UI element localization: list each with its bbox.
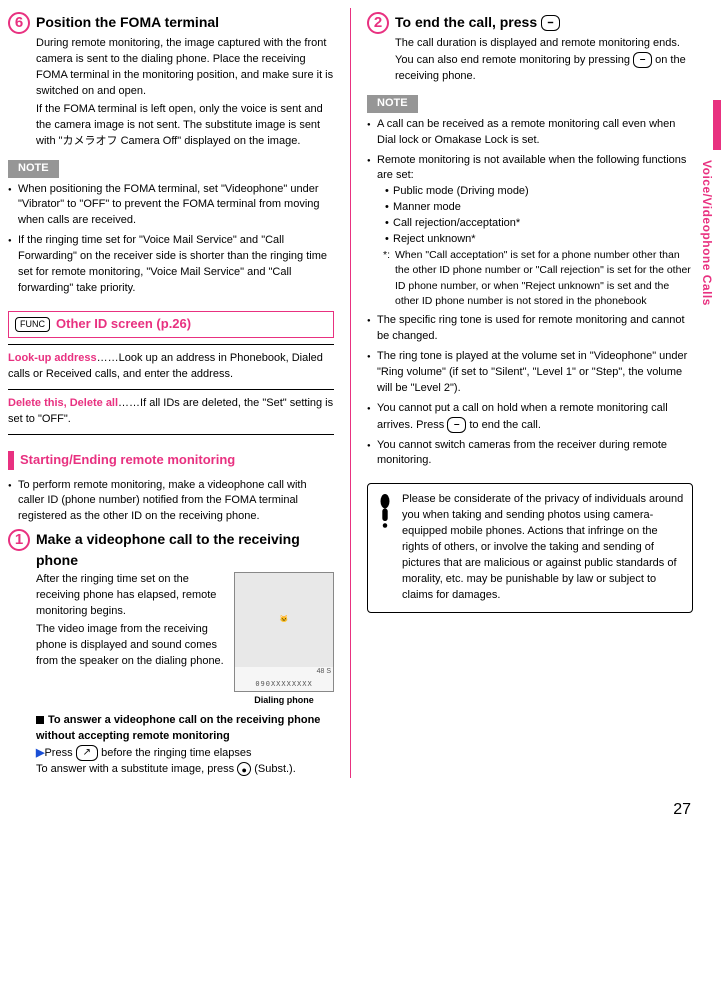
note-list-right: A call can be received as a remote monit… bbox=[367, 117, 693, 470]
rn5: You cannot put a call on hold when a rem… bbox=[367, 401, 693, 434]
end-key: ⎯ bbox=[541, 15, 560, 31]
note-left-1: When positioning the FOMA terminal, set … bbox=[8, 182, 334, 230]
delete-term: Delete this, Delete all bbox=[8, 397, 118, 409]
lookup-row: Look-up address……Look up an address in P… bbox=[8, 351, 334, 383]
note-list-left: When positioning the FOMA terminal, set … bbox=[8, 182, 334, 298]
phone-label: Dialing phone bbox=[234, 694, 334, 707]
lookup-term: Look-up address bbox=[8, 352, 97, 364]
step-1-num: 1 bbox=[8, 529, 30, 551]
step-2: 2 To end the call, press ⎯ bbox=[367, 12, 693, 34]
subst-b: (Subst.). bbox=[251, 763, 296, 775]
step-2-body: The call duration is displayed and remot… bbox=[367, 36, 693, 85]
step-6-num: 6 bbox=[8, 12, 30, 34]
section-bar: Starting/Ending remote monitoring bbox=[8, 451, 334, 470]
column-divider bbox=[350, 8, 351, 778]
step-6-title: Position the FOMA terminal bbox=[36, 12, 219, 32]
step-6-p2: If the FOMA terminal is left open, only … bbox=[36, 102, 334, 150]
note-label-right: NOTE bbox=[367, 95, 418, 113]
step-6-p1: During remote monitoring, the image capt… bbox=[36, 36, 334, 100]
phone-number: 090XXXXXXXX bbox=[235, 677, 333, 691]
phone-figure: 🐱 48 S 090XXXXXXXX Dialing phone bbox=[234, 572, 334, 707]
func-box: FUNC Other ID screen (p.26) bbox=[8, 311, 334, 338]
end-key-2: ⎯ bbox=[633, 52, 652, 68]
side-tab bbox=[713, 100, 721, 150]
intro-bullet: To perform remote monitoring, make a vid… bbox=[8, 478, 334, 526]
note-left-2: If the ringing time set for "Voice Mail … bbox=[8, 233, 334, 297]
rn2-text: Remote monitoring is not available when … bbox=[377, 154, 686, 182]
divider-3 bbox=[8, 434, 334, 435]
press-line: ▶Press ↗ before the ringing time elapses bbox=[36, 745, 334, 762]
subst-a: To answer with a substitute image, press bbox=[36, 763, 237, 775]
rn4: The ring tone is played at the volume se… bbox=[367, 349, 693, 397]
subst-key: ● bbox=[237, 762, 251, 776]
sub-block: To answer a videophone call on the recei… bbox=[36, 713, 334, 745]
rn2: Remote monitoring is not available when … bbox=[367, 153, 693, 310]
step-1-body: 🐱 48 S 090XXXXXXXX Dialing phone After t… bbox=[8, 572, 334, 778]
subst-line: To answer with a substitute image, press… bbox=[36, 762, 334, 778]
divider-1 bbox=[8, 344, 334, 345]
rn1: A call can be received as a remote monit… bbox=[367, 117, 693, 149]
func-label: FUNC bbox=[15, 317, 50, 332]
delete-row: Delete this, Delete all……If all IDs are … bbox=[8, 396, 334, 428]
phone-screen: 🐱 48 S 090XXXXXXXX bbox=[234, 572, 334, 692]
page-number: 27 bbox=[8, 798, 693, 821]
square-icon bbox=[36, 716, 44, 724]
press-b: before the ringing time elapses bbox=[98, 747, 251, 759]
rn2a: Public mode (Driving mode) bbox=[377, 184, 693, 200]
privacy-box: Please be considerate of the privacy of … bbox=[367, 483, 693, 613]
left-column: 6 Position the FOMA terminal During remo… bbox=[8, 8, 334, 778]
step-6-body: During remote monitoring, the image capt… bbox=[8, 36, 334, 150]
rn6: You cannot switch cameras from the recei… bbox=[367, 438, 693, 470]
rn2c: Call rejection/acceptation* bbox=[377, 216, 693, 232]
attention-icon bbox=[376, 494, 394, 530]
step-2-title: To end the call, press ⎯ bbox=[395, 12, 560, 32]
end-key-3: ⎯ bbox=[447, 417, 466, 433]
step-1-title: Make a videophone call to the receiving … bbox=[36, 529, 334, 570]
step-6: 6 Position the FOMA terminal bbox=[8, 12, 334, 34]
intro-list: To perform remote monitoring, make a vid… bbox=[8, 478, 334, 526]
press-a: Press bbox=[44, 747, 75, 759]
step-1: 1 Make a videophone call to the receivin… bbox=[8, 529, 334, 570]
rn2star: When "Call acceptation" is set for a pho… bbox=[377, 248, 693, 309]
phone-sec: 48 S bbox=[235, 667, 333, 677]
func-title: Other ID screen (p.26) bbox=[56, 315, 191, 334]
note-label-left: NOTE bbox=[8, 160, 59, 178]
divider-2 bbox=[8, 389, 334, 390]
call-key: ↗ bbox=[76, 745, 98, 761]
step-2-title-a: To end the call, press bbox=[395, 14, 541, 30]
right-column: 2 To end the call, press ⎯ The call dura… bbox=[367, 8, 693, 778]
step-2-num: 2 bbox=[367, 12, 389, 34]
sub-title: To answer a videophone call on the recei… bbox=[36, 714, 320, 742]
rn5b: to end the call. bbox=[466, 419, 541, 431]
rn3: The specific ring tone is used for remot… bbox=[367, 313, 693, 345]
rn2b: Manner mode bbox=[377, 200, 693, 216]
side-text: Voice/Videophone Calls bbox=[698, 160, 715, 306]
rn2d: Reject unknown* bbox=[377, 232, 693, 248]
privacy-text: Please be considerate of the privacy of … bbox=[402, 493, 683, 601]
phone-image-area: 🐱 bbox=[235, 573, 333, 667]
page-columns: 6 Position the FOMA terminal During remo… bbox=[8, 8, 693, 778]
